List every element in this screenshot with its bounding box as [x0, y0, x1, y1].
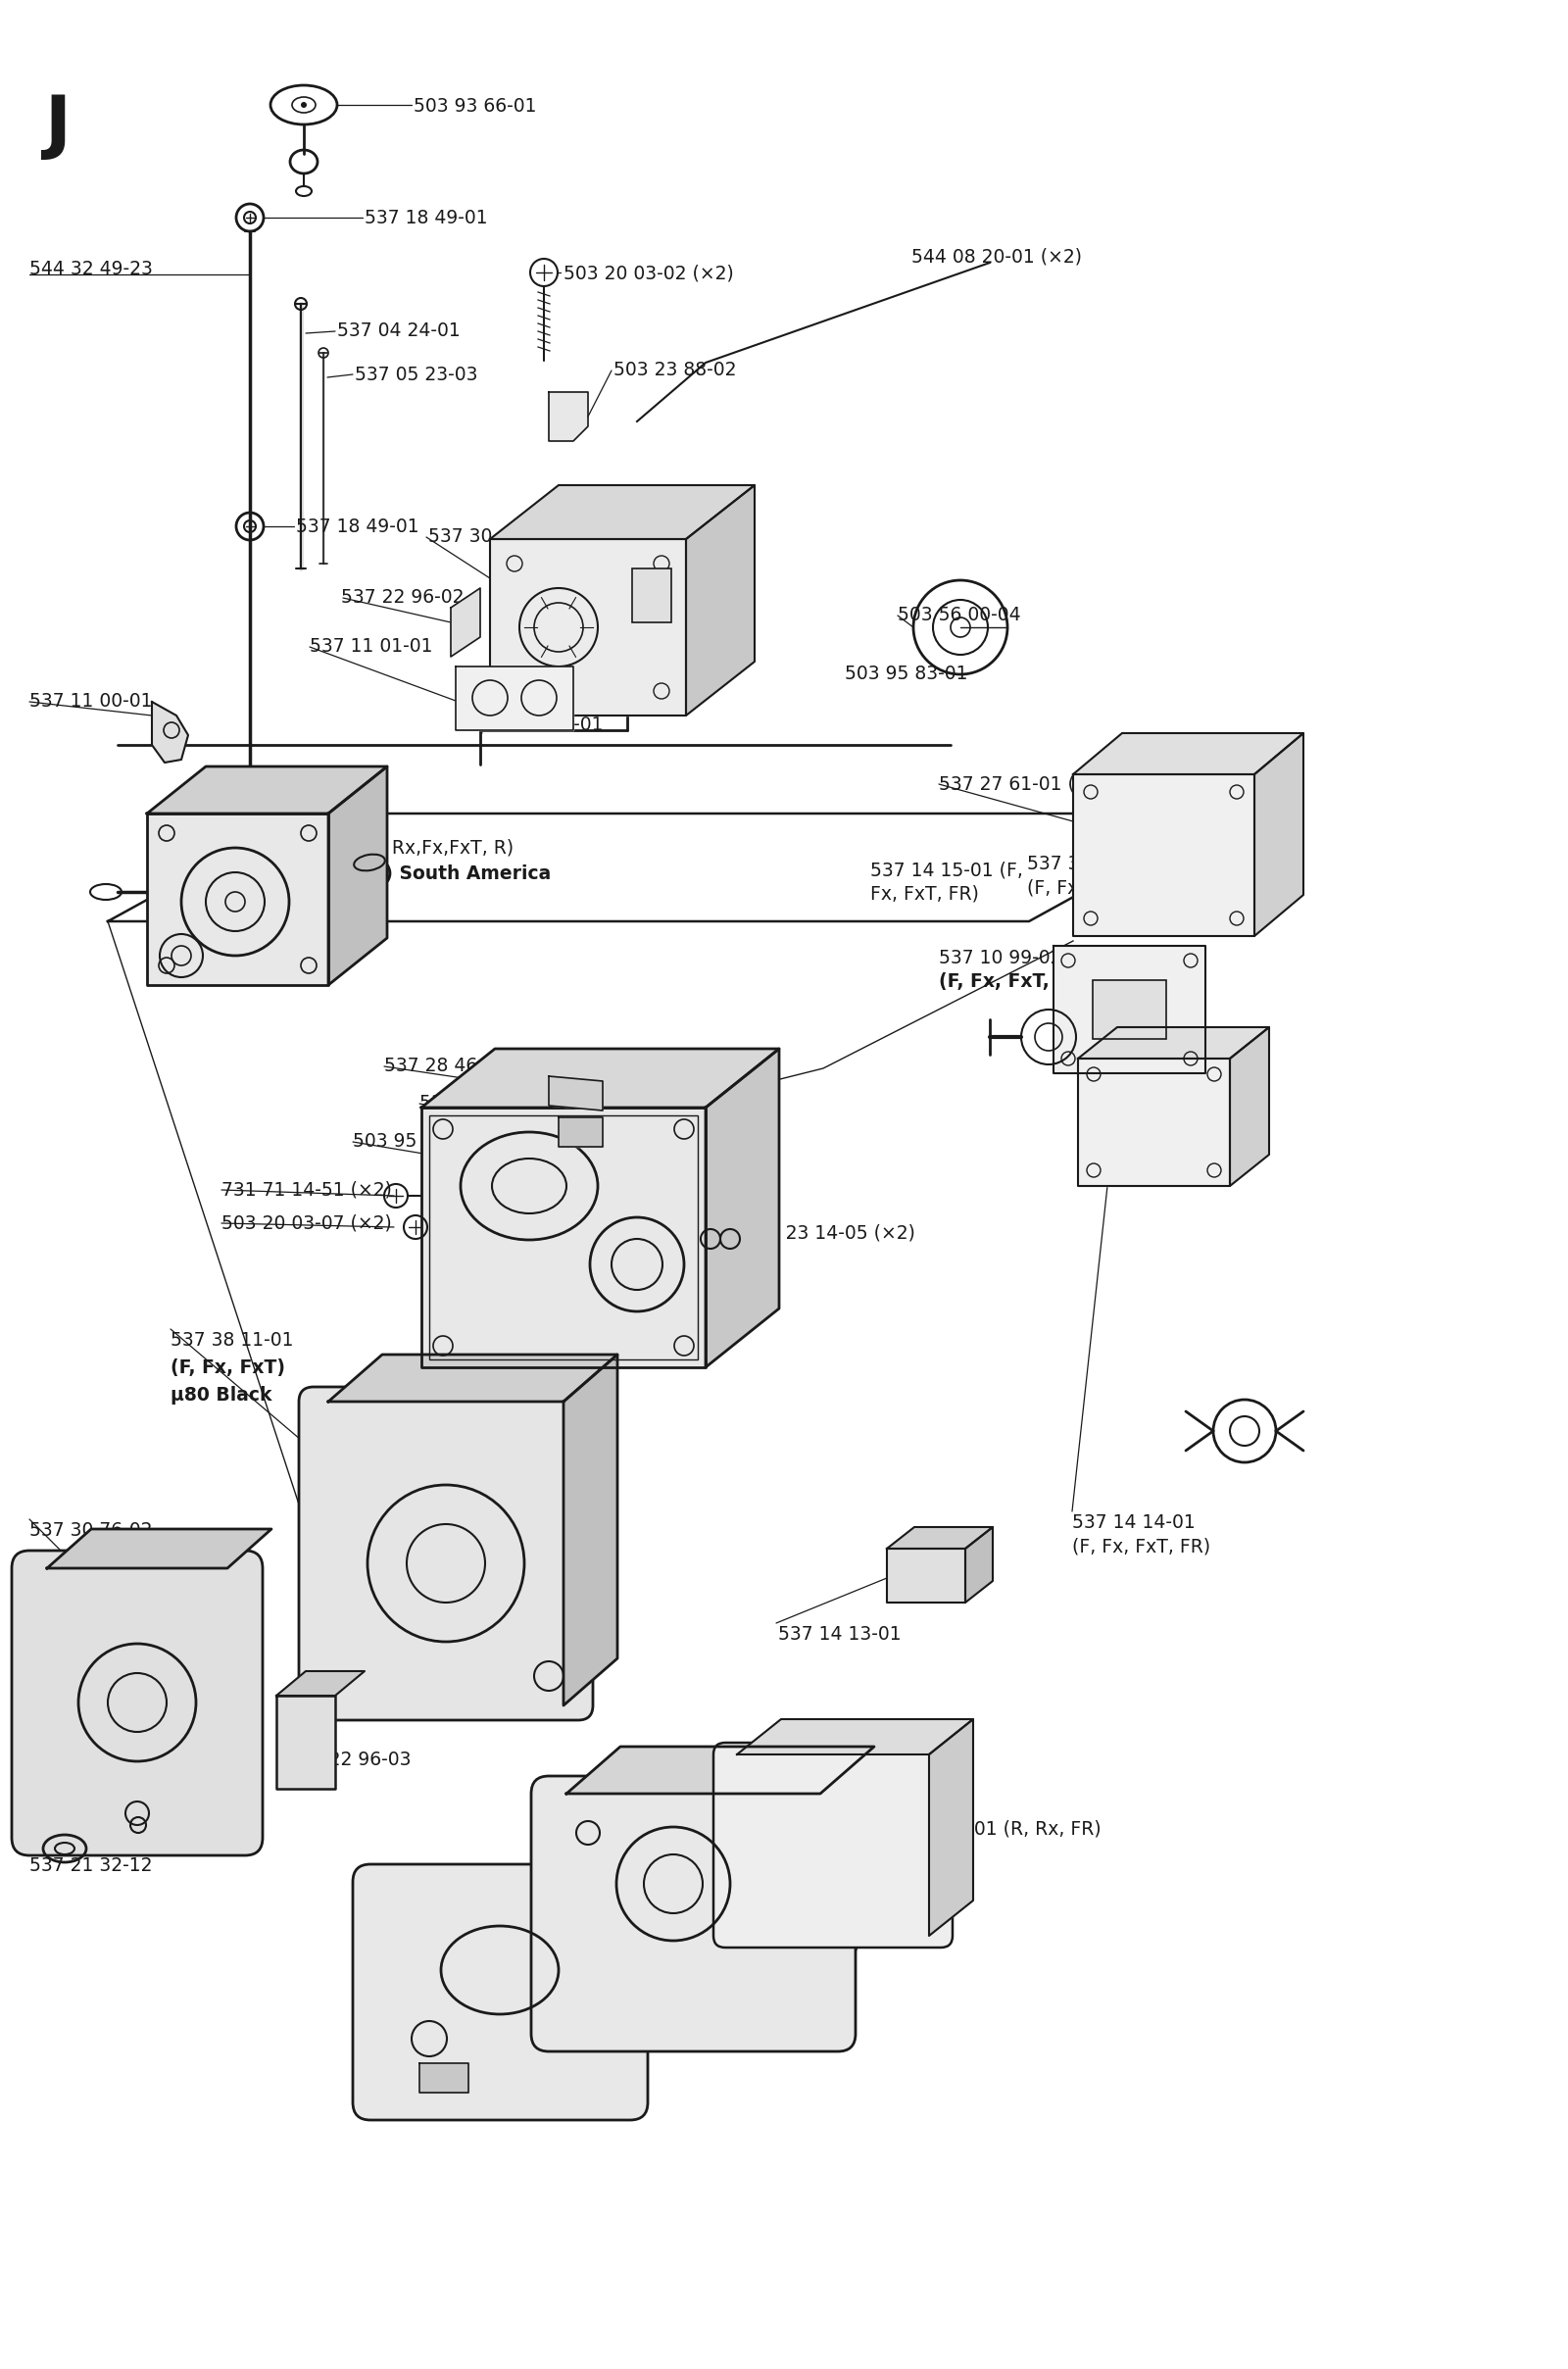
Text: 537 11 01-01: 537 11 01-01 [310, 637, 433, 656]
Text: 537 10 99-02: 537 10 99-02 [939, 948, 1062, 967]
Polygon shape [456, 666, 574, 730]
Polygon shape [566, 1746, 875, 1793]
Text: 503 20 03-07 (×2): 503 20 03-07 (×2) [221, 1213, 392, 1232]
Text: J: J [44, 92, 71, 161]
Polygon shape [1229, 1028, 1269, 1187]
Text: Fx, FxT, FR): Fx, FxT, FR) [870, 884, 978, 903]
Text: 503 95 80-01 (R, Rx, FR): 503 95 80-01 (R, Rx, FR) [536, 1999, 789, 2018]
Text: (F, Fx, FxT, FR): (F, Fx, FxT, FR) [1073, 1537, 1210, 1556]
Text: 503 56 00-04: 503 56 00-04 [897, 606, 1021, 625]
Polygon shape [489, 486, 754, 540]
Polygon shape [549, 1076, 602, 1111]
Text: 537 22 96-03: 537 22 96-03 [289, 1751, 411, 1770]
Polygon shape [420, 2063, 469, 2092]
Text: 537 05 23-03: 537 05 23-03 [354, 365, 478, 384]
Text: 503 20 03-02 (×2): 503 20 03-02 (×2) [563, 263, 734, 282]
Text: 503 95 79-01 (R, Rx, FR): 503 95 79-01 (R, Rx, FR) [608, 1935, 861, 1954]
Text: 537 16 59-01: 537 16 59-01 [420, 1094, 543, 1113]
FancyBboxPatch shape [353, 1864, 648, 2120]
Text: 537 22 96-01: 537 22 96-01 [480, 715, 604, 734]
Text: 537 28 46-01: 537 28 46-01 [384, 1057, 508, 1076]
Polygon shape [1079, 1028, 1269, 1059]
Text: 537 04 24-01: 537 04 24-01 [337, 322, 461, 341]
Polygon shape [47, 1528, 271, 1568]
Text: 503 95 81-01: 503 95 81-01 [353, 1132, 475, 1151]
Text: 537 14 13-01: 537 14 13-01 [778, 1625, 902, 1644]
Polygon shape [549, 391, 588, 441]
Text: (F, Fx, FxT, FR): (F, Fx, FxT, FR) [1027, 879, 1165, 898]
Polygon shape [737, 1720, 974, 1755]
Text: 537 30 02-01: 537 30 02-01 [428, 528, 552, 545]
Polygon shape [489, 540, 687, 715]
Polygon shape [966, 1528, 993, 1601]
Polygon shape [887, 1549, 966, 1601]
Text: 537 11 00-01: 537 11 00-01 [30, 692, 152, 711]
FancyBboxPatch shape [632, 569, 671, 623]
Text: 537 30 93-01: 537 30 93-01 [1027, 855, 1149, 874]
Polygon shape [1054, 945, 1206, 1073]
Circle shape [301, 102, 307, 109]
Polygon shape [1073, 775, 1254, 936]
Text: 544 32 49-23: 544 32 49-23 [30, 261, 152, 280]
FancyBboxPatch shape [713, 1744, 953, 1947]
Polygon shape [276, 1670, 364, 1696]
Text: 537 30 76-02: 537 30 76-02 [30, 1521, 152, 1540]
Polygon shape [147, 768, 387, 813]
Text: 537 42 71-01 (R, Rx, FR): 537 42 71-01 (R, Rx, FR) [875, 1819, 1101, 1838]
Polygon shape [1079, 1059, 1229, 1187]
Polygon shape [422, 1109, 706, 1367]
Polygon shape [687, 486, 754, 715]
Text: 537 14 14-01: 537 14 14-01 [1073, 1514, 1195, 1533]
Text: 503 95 83-01: 503 95 83-01 [845, 666, 967, 682]
Polygon shape [1254, 732, 1303, 936]
Text: 537 21 32-12: 537 21 32-12 [30, 1857, 152, 1874]
Polygon shape [422, 1049, 779, 1109]
FancyBboxPatch shape [1093, 981, 1167, 1040]
Text: 537 27 61-01 (R, Rx): 537 27 61-01 (R, Rx) [939, 775, 1131, 794]
Text: μ80 Black: μ80 Black [171, 1386, 271, 1405]
Text: 537 14 15-01 (F,: 537 14 15-01 (F, [870, 860, 1022, 879]
Polygon shape [558, 1118, 602, 1147]
Text: 731 23 14-05 (×2): 731 23 14-05 (×2) [745, 1222, 916, 1241]
Text: (F, Fx, FxT, FR): (F, Fx, FxT, FR) [939, 971, 1091, 990]
Text: 537 22 96-02: 537 22 96-02 [342, 588, 464, 606]
Text: 544 08 20-01 (×2): 544 08 20-01 (×2) [911, 246, 1082, 265]
Text: 503 28 31-16 (FR, Rx,Fx,FxT, R): 503 28 31-16 (FR, Rx,Fx,FxT, R) [221, 839, 514, 858]
Polygon shape [276, 1696, 336, 1789]
Text: (F, Fx, FxT): (F, Fx, FxT) [171, 1357, 285, 1376]
Polygon shape [887, 1528, 993, 1549]
Polygon shape [328, 1355, 618, 1402]
Text: 503 28 31-18 (R) South America: 503 28 31-18 (R) South America [221, 865, 550, 884]
Polygon shape [563, 1355, 618, 1706]
FancyBboxPatch shape [13, 1552, 263, 1855]
FancyBboxPatch shape [532, 1777, 856, 2052]
FancyBboxPatch shape [299, 1386, 593, 1720]
Text: 537 18 49-01: 537 18 49-01 [364, 208, 488, 227]
Text: 537 38 11-01: 537 38 11-01 [171, 1331, 293, 1350]
Polygon shape [452, 588, 480, 656]
Polygon shape [152, 701, 188, 763]
Polygon shape [928, 1720, 974, 1935]
Text: 537 18 49-01: 537 18 49-01 [296, 516, 419, 535]
Polygon shape [328, 768, 387, 986]
Text: 503 93 66-01: 503 93 66-01 [414, 97, 536, 116]
Polygon shape [1073, 732, 1303, 775]
Text: 503 23 88-02: 503 23 88-02 [613, 360, 737, 379]
Polygon shape [706, 1049, 779, 1367]
Text: 731 71 14-51 (×2): 731 71 14-51 (×2) [221, 1180, 392, 1199]
Polygon shape [147, 813, 328, 986]
